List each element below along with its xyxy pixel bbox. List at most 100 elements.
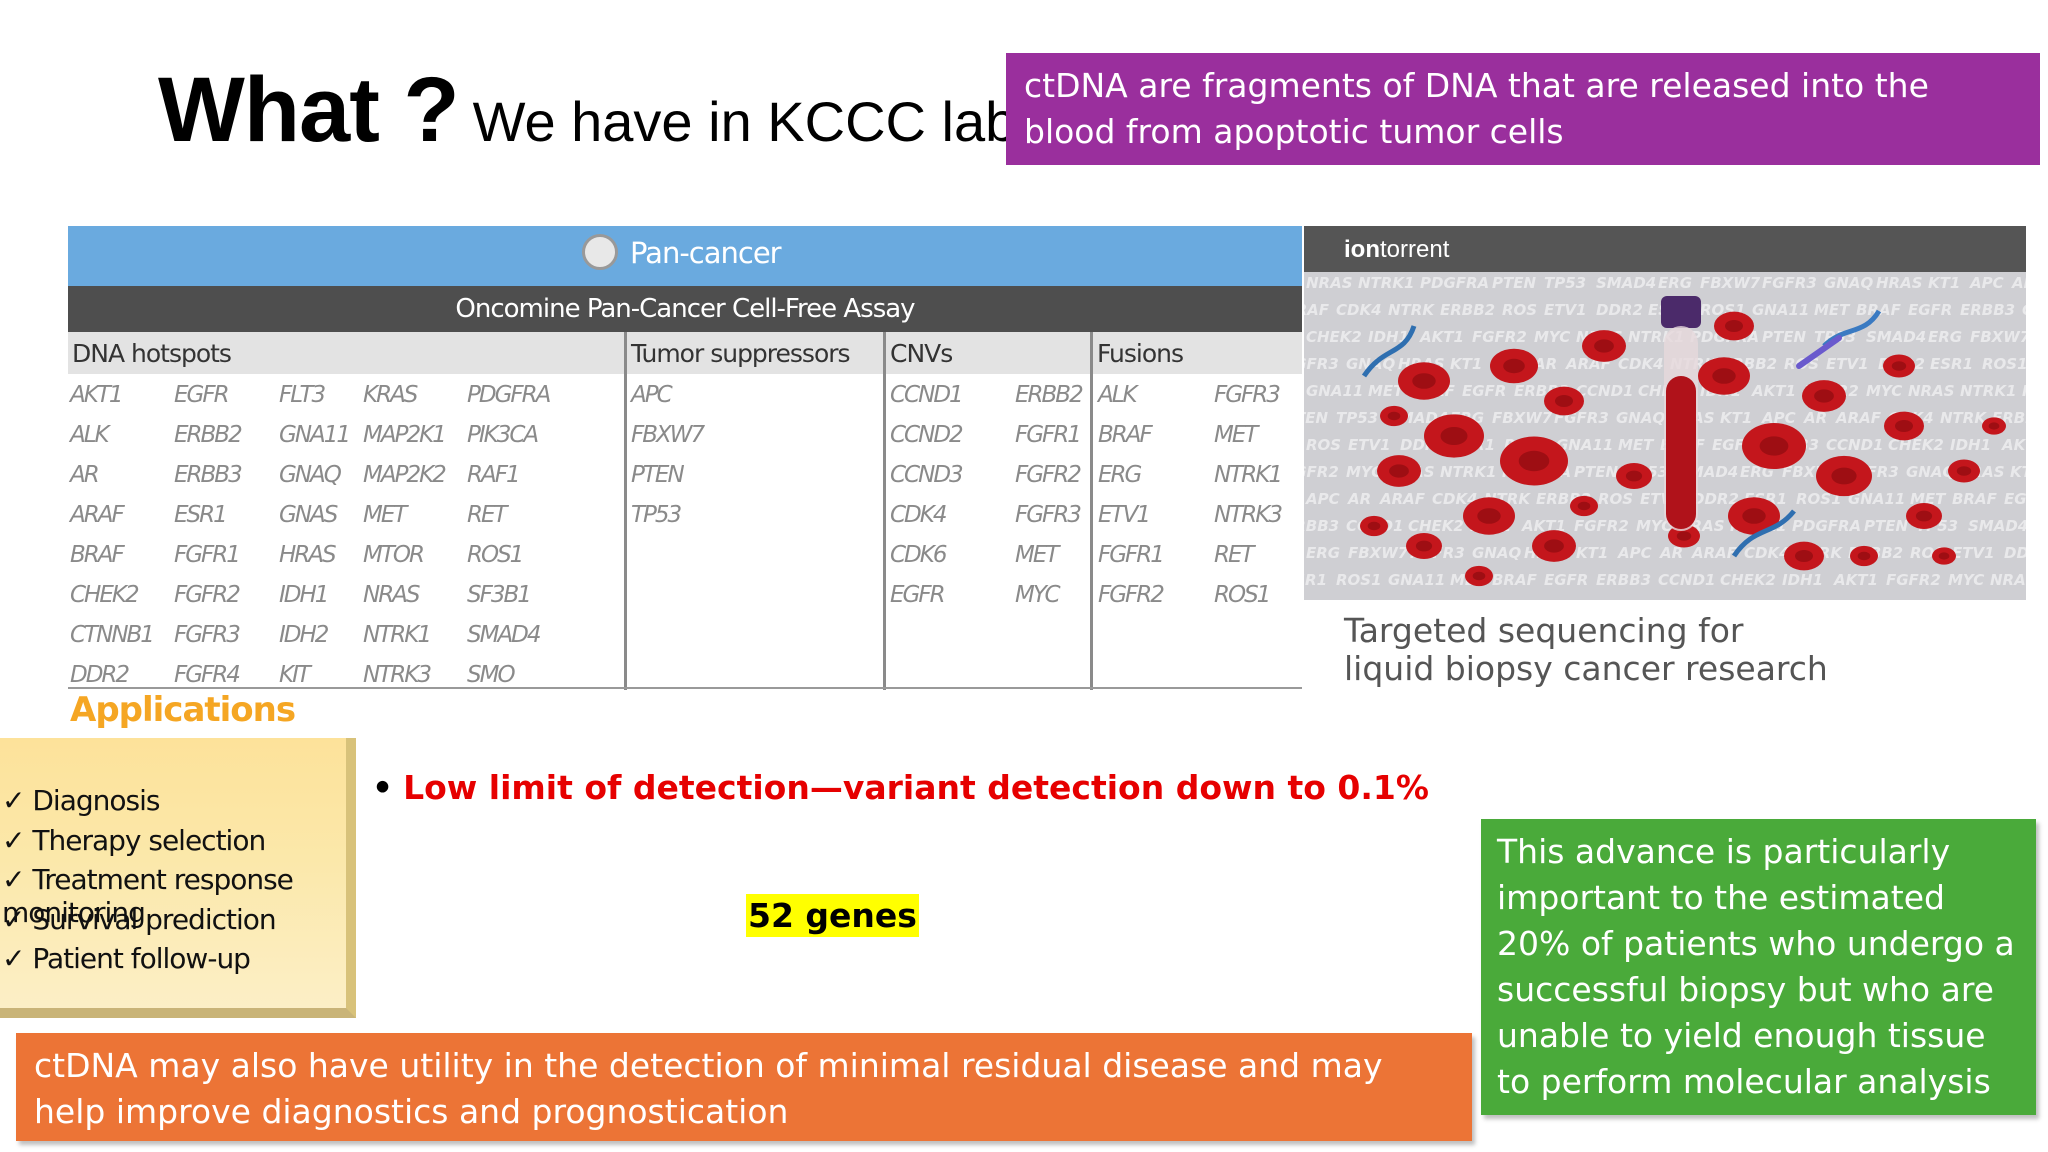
column-divider bbox=[883, 332, 886, 690]
background-gene-text: GNA11 bbox=[1848, 490, 1905, 508]
red-blood-cell-center bbox=[1555, 395, 1573, 407]
gene-name: APC bbox=[631, 382, 673, 408]
section-header-tumor-suppressors: Tumor suppressors bbox=[627, 332, 883, 374]
background-gene-text: ROS bbox=[1502, 301, 1537, 319]
red-blood-cell-center bbox=[1472, 571, 1486, 581]
gene-name: CCND1 bbox=[890, 382, 964, 408]
background-gene-text: CCND1 bbox=[1658, 571, 1715, 589]
section-title: DNA hotspots bbox=[72, 339, 232, 368]
background-gene-text: PDGFRA bbox=[2022, 382, 2026, 400]
background-gene-text: FBXW7 bbox=[1348, 544, 1409, 562]
assay-header: Pan-cancer bbox=[68, 226, 1302, 286]
red-blood-cell-center bbox=[1895, 420, 1913, 432]
background-gene-text: AKT1 bbox=[2001, 436, 2026, 454]
background-gene-text: GNA11 bbox=[1556, 436, 1613, 454]
gene-name: CDK4 bbox=[890, 502, 947, 528]
gene-name: MTOR bbox=[363, 542, 425, 568]
background-gene-text: ERBB3 bbox=[1596, 571, 1651, 589]
gene-name: BRAF bbox=[1098, 422, 1153, 448]
background-gene-text: NTRK1 bbox=[1440, 463, 1496, 481]
background-gene-text: ESR1 bbox=[1304, 571, 1327, 589]
background-gene-text: FGFR3 bbox=[1304, 355, 1339, 373]
background-gene-text: AR bbox=[1533, 355, 1557, 373]
red-blood-cell-center bbox=[1857, 551, 1871, 561]
brand-rest: torrent bbox=[1380, 236, 1450, 263]
background-gene-text: CDK4 bbox=[1432, 490, 1478, 508]
background-gene-text: ETV1 bbox=[1544, 301, 1587, 319]
table-bottom-rule bbox=[68, 687, 1302, 689]
background-gene-text: GNAQ bbox=[1906, 463, 1955, 481]
gene-name: GNAQ bbox=[279, 462, 342, 488]
red-blood-cell-center bbox=[1956, 466, 1972, 476]
background-gene-text: FBXW7 bbox=[1492, 409, 1553, 427]
background-gene-text: FBXW7 bbox=[1970, 328, 2026, 346]
background-gene-text: PTEN bbox=[1574, 463, 1618, 481]
red-blood-cell-center bbox=[1988, 422, 2000, 430]
background-gene-text: ERG bbox=[1928, 328, 1962, 346]
background-gene-text: FGFR2 bbox=[1886, 571, 1941, 589]
background-gene-text: IDH1 bbox=[1782, 571, 1823, 589]
ion-caption-line2: liquid biopsy cancer research bbox=[1344, 649, 1828, 688]
gene-name: ROS1 bbox=[1214, 582, 1271, 608]
background-gene-text: DDR2 bbox=[1692, 490, 1739, 508]
application-item: ✓ Treatment response monitoring bbox=[2, 863, 294, 929]
background-gene-text: ARAF bbox=[1379, 490, 1426, 508]
background-gene-text: CHEK2 bbox=[1306, 328, 1362, 346]
background-gene-text: KT1 bbox=[1720, 409, 1752, 427]
gene-name: PTEN bbox=[631, 462, 685, 488]
gene-name: AR bbox=[70, 462, 100, 488]
gene-name: MET bbox=[1015, 542, 1059, 568]
gene-name: CCND3 bbox=[890, 462, 964, 488]
red-blood-cell-center bbox=[1389, 464, 1409, 478]
gene-name: FGFR2 bbox=[174, 582, 241, 608]
gene-name: EGFR bbox=[174, 382, 230, 408]
gene-name: MET bbox=[1214, 422, 1258, 448]
red-blood-cell-center bbox=[1814, 389, 1834, 403]
red-blood-cell-center bbox=[1503, 358, 1525, 374]
background-gene-text: MET bbox=[1814, 301, 1851, 319]
red-blood-cell-center bbox=[1518, 450, 1550, 472]
background-gene-text: GNAQ bbox=[1616, 409, 1665, 427]
background-gene-text: PTEN bbox=[1492, 274, 1536, 292]
gene-name: BRAF bbox=[70, 542, 125, 568]
red-blood-cell-center bbox=[1594, 339, 1614, 353]
gene-name: ERBB2 bbox=[1015, 382, 1084, 408]
gene-name: ESR1 bbox=[174, 502, 228, 528]
gene-name: FGFR1 bbox=[1015, 422, 1082, 448]
background-gene-text: ROS bbox=[1598, 490, 1633, 508]
background-gene-text: APC bbox=[1969, 274, 2004, 292]
blood-cells-illustration: NRAS NTRK1 PDGFRA PTEN TP53 SMAD4 ERG FBXW7 FGFR… bbox=[1304, 274, 2026, 589]
section-title: Tumor suppressors bbox=[631, 339, 851, 368]
background-gene-text: GNAQ bbox=[1824, 274, 1873, 292]
red-blood-cell-center bbox=[1415, 540, 1433, 552]
background-gene-text: APC bbox=[1305, 490, 1340, 508]
column-divider bbox=[624, 332, 627, 690]
gene-name: MAP2K1 bbox=[363, 422, 447, 448]
background-gene-text: EGFR bbox=[1462, 382, 1506, 400]
title-sub: We have in KCCC lab. bbox=[472, 90, 1032, 153]
background-gene-text: EGFR bbox=[1908, 301, 1952, 319]
background-gene-text: NTRK bbox=[1940, 409, 1987, 427]
background-gene-text: MYC bbox=[1346, 463, 1382, 481]
ion-caption: Targeted sequencing for liquid biopsy ca… bbox=[1344, 612, 1828, 688]
background-gene-text: ROS bbox=[1306, 436, 1341, 454]
section-title: Fusions bbox=[1097, 339, 1184, 368]
background-gene-text: PDGFRA bbox=[1792, 517, 1861, 535]
gene-name: ALK bbox=[70, 422, 110, 448]
background-gene-text: ROS1 bbox=[1982, 355, 2026, 373]
background-gene-text: CDK4 bbox=[1744, 544, 1790, 562]
background-gene-text: FGFR2 bbox=[1472, 328, 1527, 346]
assay-table: Pan-cancer Oncomine Pan-Cancer Cell-Free… bbox=[68, 226, 1302, 690]
background-gene-text: PTEN bbox=[1762, 328, 1806, 346]
gene-name: IDH1 bbox=[279, 582, 329, 608]
background-gene-text: MET bbox=[1618, 436, 1655, 454]
gene-name: FGFR3 bbox=[1214, 382, 1281, 408]
gene-name: FBXW7 bbox=[631, 422, 705, 448]
background-gene-text: EGFR bbox=[2004, 490, 2026, 508]
background-gene-text: AR bbox=[1803, 409, 1827, 427]
gene-name: CCND2 bbox=[890, 422, 964, 448]
column-divider bbox=[1090, 332, 1093, 690]
background-gene-text: PTEN bbox=[1304, 409, 1328, 427]
background-gene-text: MYC bbox=[1866, 382, 1902, 400]
background-gene-text: DDR2 bbox=[1596, 301, 1643, 319]
